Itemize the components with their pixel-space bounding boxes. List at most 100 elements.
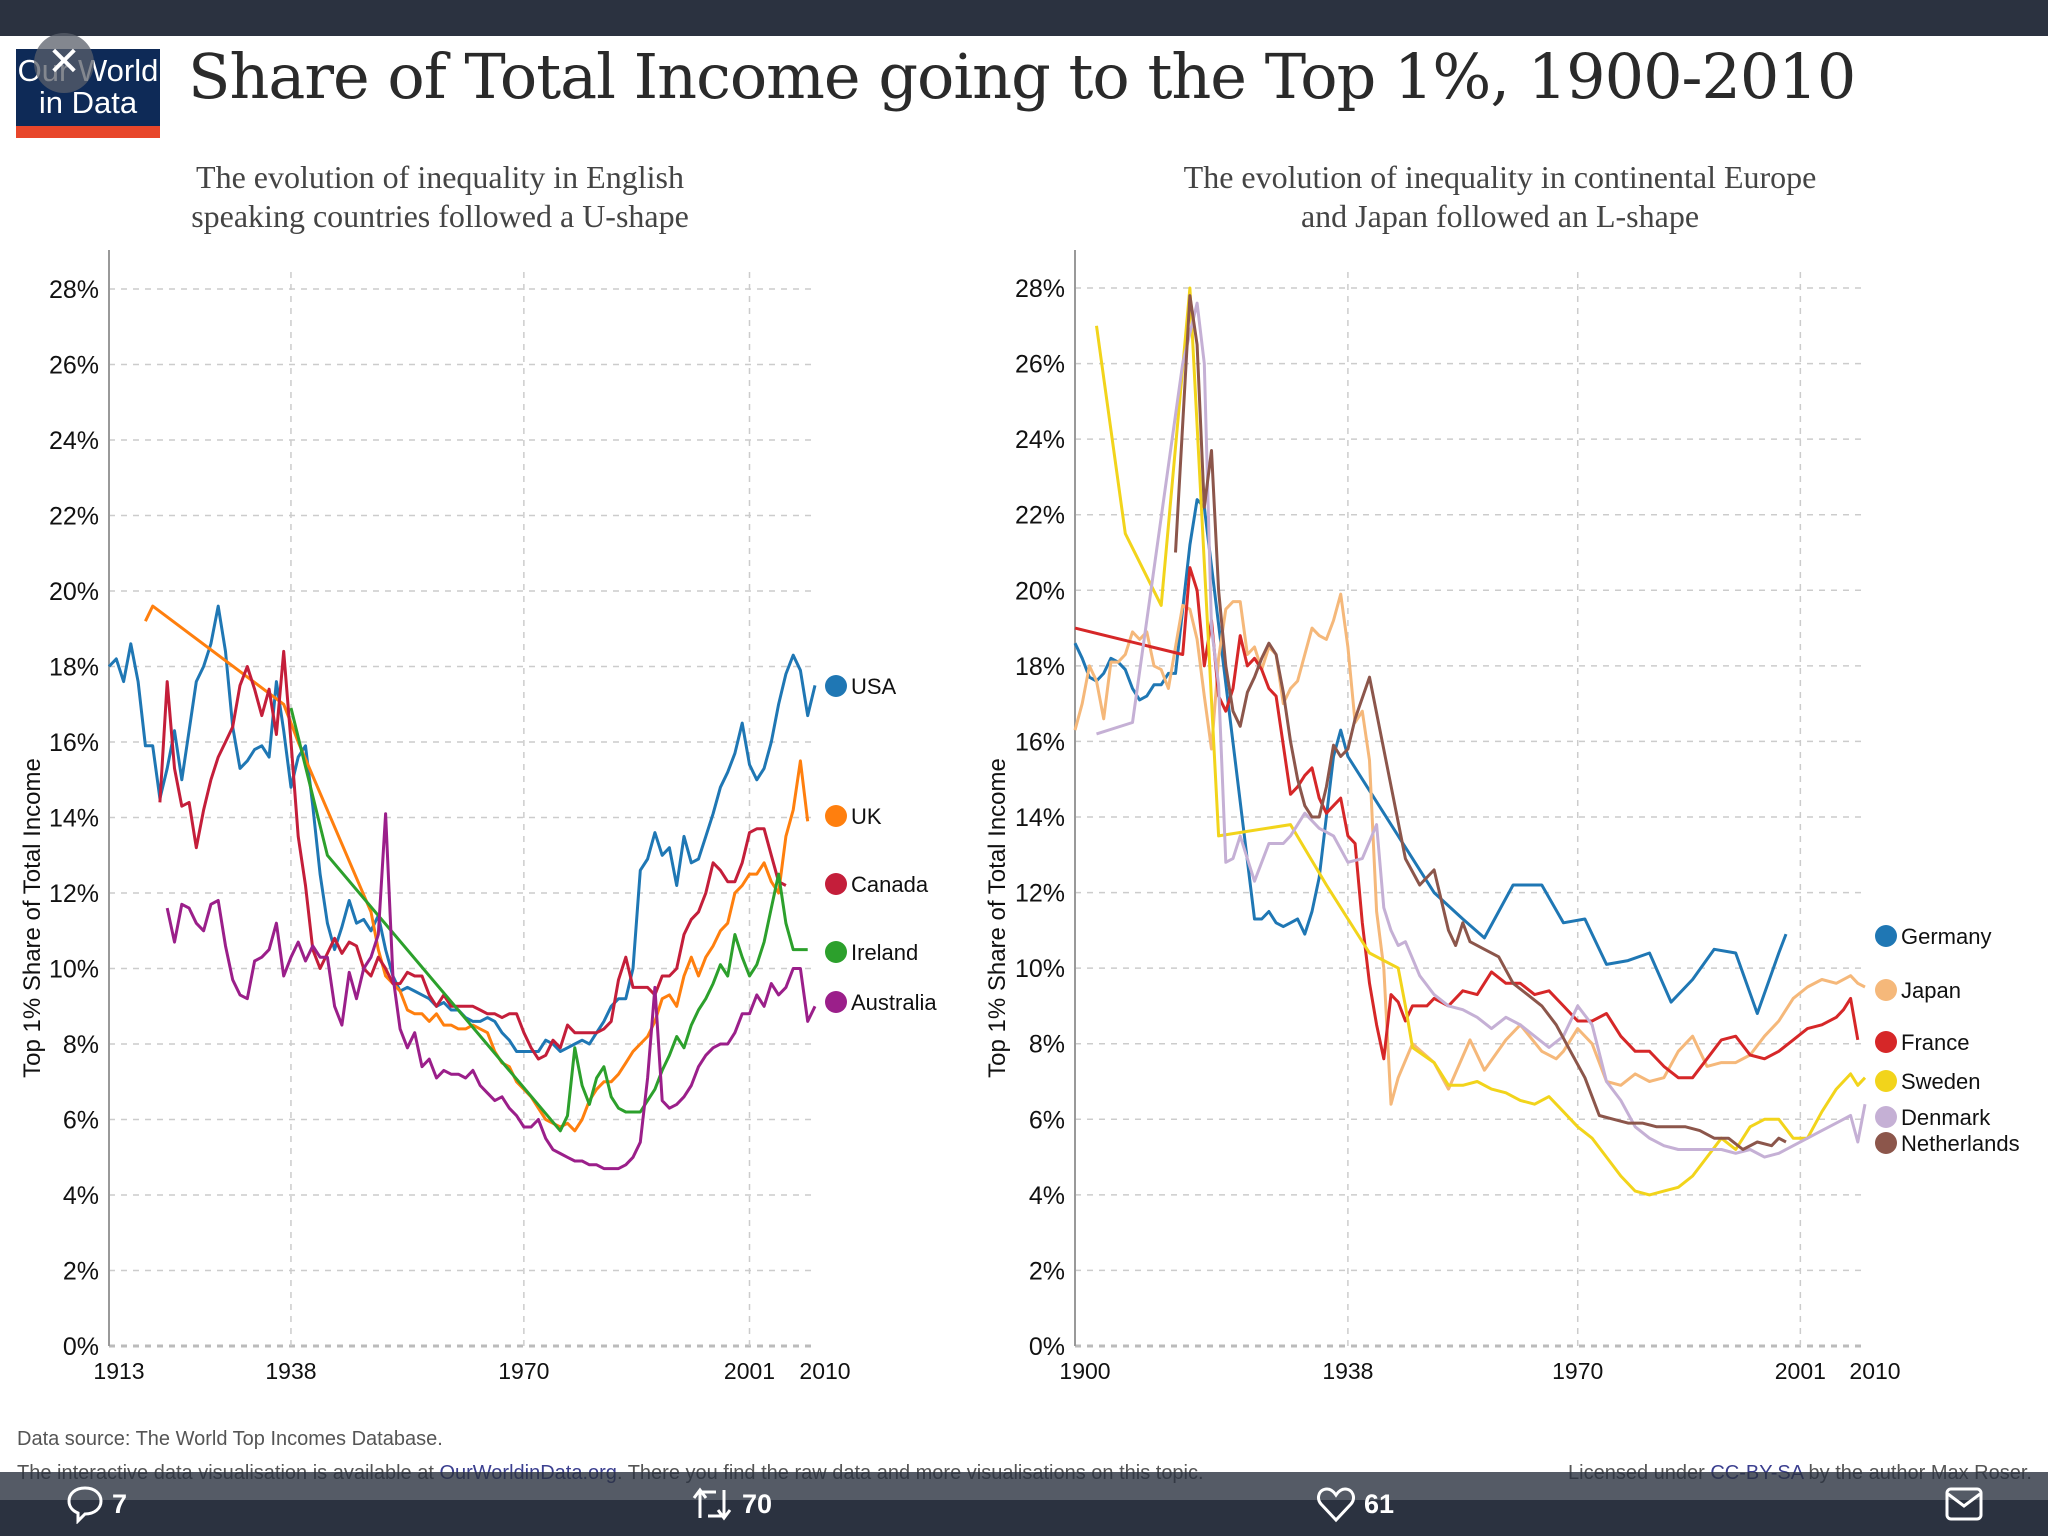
y-tick-label: 16% <box>49 729 99 757</box>
legend-swatch-japan <box>1875 979 1897 1001</box>
series-line-denmark <box>1096 301 1867 1159</box>
legend-label-usa: USA <box>851 674 897 699</box>
series-line-france <box>1074 566 1860 1080</box>
legend-swatch-sweden <box>1875 1070 1897 1092</box>
legend-label-australia: Australia <box>851 990 937 1015</box>
y-tick-label: 20% <box>49 578 99 606</box>
legend-swatch-australia <box>825 991 847 1013</box>
legend-label-france: France <box>1901 1030 1969 1055</box>
y-tick-label: 22% <box>1015 502 1065 530</box>
x-tick-label: 1938 <box>1322 1358 1373 1384</box>
y-tick-label: 12% <box>1015 880 1065 908</box>
like-count: 61 <box>1364 1488 1395 1519</box>
top-bar <box>0 0 2048 36</box>
left-subtitle-line-2: speaking countries followed a U-shape <box>191 198 689 234</box>
page-title: Share of Total Income going to the Top 1… <box>188 40 1856 113</box>
series-line-canada <box>158 649 787 1061</box>
legend-swatch-denmark <box>1875 1106 1897 1128</box>
y-tick-label: 4% <box>1029 1182 1065 1210</box>
y-tick-label: 24% <box>49 427 99 455</box>
data-source-note: Data source: The World Top Incomes Datab… <box>17 1428 443 1450</box>
series-line-sweden <box>1095 286 1867 1197</box>
retweet-count: 70 <box>742 1488 773 1519</box>
y-tick-label: 24% <box>1015 426 1065 454</box>
y-tick-label: 2% <box>1029 1257 1065 1285</box>
left-chart-subtitle: The evolution of inequality in English s… <box>110 158 770 236</box>
legend-swatch-canada <box>825 873 847 895</box>
y-tick-label: 4% <box>63 1182 99 1210</box>
x-tick-label: 2001 <box>1775 1358 1826 1384</box>
y-tick-label: 6% <box>63 1107 99 1135</box>
left-chart-english-speaking: 0% 2% 4% 6% 8% 10% 12% 14% 16% 18% 20% 22% 24% 26% 28%… <box>19 250 937 1384</box>
y-tick-label: 22% <box>49 503 99 531</box>
x-tick-label: 1970 <box>498 1358 549 1384</box>
heart-icon <box>1317 1487 1355 1523</box>
message-button[interactable] <box>1944 1484 1992 1524</box>
y-tick-label: 8% <box>1029 1031 1065 1059</box>
legend-label-netherlands: Netherlands <box>1901 1131 2020 1156</box>
series-line-uk <box>144 604 810 1133</box>
y-tick-label: 26% <box>49 352 99 380</box>
y-tick-label: 20% <box>1015 577 1065 605</box>
legend-label-japan: Japan <box>1901 978 1961 1003</box>
y-tick-label: 14% <box>49 805 99 833</box>
logo-accent-bar <box>16 126 160 138</box>
x-tick-label: 1913 <box>93 1358 144 1384</box>
close-button[interactable]: ✕ <box>34 33 94 93</box>
retweet-button[interactable]: 70 <box>690 1484 772 1524</box>
legend-swatch-france <box>1875 1031 1897 1053</box>
legend-label-canada: Canada <box>851 872 929 897</box>
action-bar <box>0 1500 2048 1536</box>
y-tick-label: 2% <box>63 1258 99 1286</box>
legend-label-uk: UK <box>851 804 882 829</box>
x-tick-label: 2001 <box>724 1358 775 1384</box>
y-tick-label: 28% <box>49 276 99 304</box>
y-tick-label: 28% <box>1015 275 1065 303</box>
right-subtitle-line-1: The evolution of inequality in continent… <box>1183 159 1817 195</box>
y-tick-label: 26% <box>1015 351 1065 379</box>
mail-icon <box>1945 1487 1983 1521</box>
like-button[interactable]: 61 <box>1316 1484 1394 1524</box>
legend-label-germany: Germany <box>1901 924 1991 949</box>
left-subtitle-line-1: The evolution of inequality in English <box>196 159 684 195</box>
series-line-ireland <box>289 707 808 1133</box>
x-tick-label: 1900 <box>1059 1358 1110 1384</box>
y-tick-label: 10% <box>1015 955 1065 983</box>
y-tick-label: 16% <box>1015 728 1065 756</box>
legend-swatch-ireland <box>825 941 847 963</box>
action-bar-overlay <box>0 1472 2048 1500</box>
y-tick-label: 18% <box>1015 653 1065 681</box>
series-line-japan <box>1073 592 1866 1106</box>
y-tick-label: 18% <box>49 654 99 682</box>
right-chart-europe-japan: 0% 2% 4% 6% 8% 10% 12% 14% 16% 18% 20% 22% 24% 26% 28%… <box>984 250 2020 1384</box>
y-axis-title: Top 1% Share of Total Income <box>19 758 46 1078</box>
series-line-germany <box>1073 498 1788 1015</box>
right-chart-subtitle: The evolution of inequality in continent… <box>1100 158 1900 236</box>
reply-icon <box>67 1486 103 1524</box>
series-line-usa <box>107 604 817 1053</box>
retweet-icon <box>692 1487 732 1521</box>
y-tick-label: 14% <box>1015 804 1065 832</box>
y-tick-label: 10% <box>49 956 99 984</box>
legend-swatch-germany <box>1875 925 1897 947</box>
y-tick-label: 0% <box>63 1333 99 1361</box>
y-tick-label: 0% <box>1029 1333 1065 1361</box>
reply-button[interactable]: 7 <box>66 1484 127 1524</box>
legend-label-ireland: Ireland <box>851 940 918 965</box>
legend-swatch-netherlands <box>1875 1132 1897 1154</box>
x-tick-label: 1938 <box>265 1358 316 1384</box>
reply-count: 7 <box>112 1488 128 1519</box>
y-axis-title: Top 1% Share of Total Income <box>984 758 1011 1078</box>
y-tick-label: 8% <box>63 1031 99 1059</box>
x-tick-label: 1970 <box>1552 1358 1603 1384</box>
x-tick-label: 2010 <box>799 1358 850 1384</box>
x-tick-label: 2010 <box>1849 1358 1900 1384</box>
legend-label-denmark: Denmark <box>1901 1105 1991 1130</box>
right-subtitle-line-2: and Japan followed an L-shape <box>1300 198 1700 234</box>
series-line-australia <box>165 812 817 1171</box>
y-tick-label: 12% <box>49 880 99 908</box>
series-line-netherlands <box>1174 294 1787 1151</box>
legend-swatch-usa <box>825 675 847 697</box>
y-tick-label: 6% <box>1029 1106 1065 1134</box>
legend-label-sweden: Sweden <box>1901 1069 1981 1094</box>
